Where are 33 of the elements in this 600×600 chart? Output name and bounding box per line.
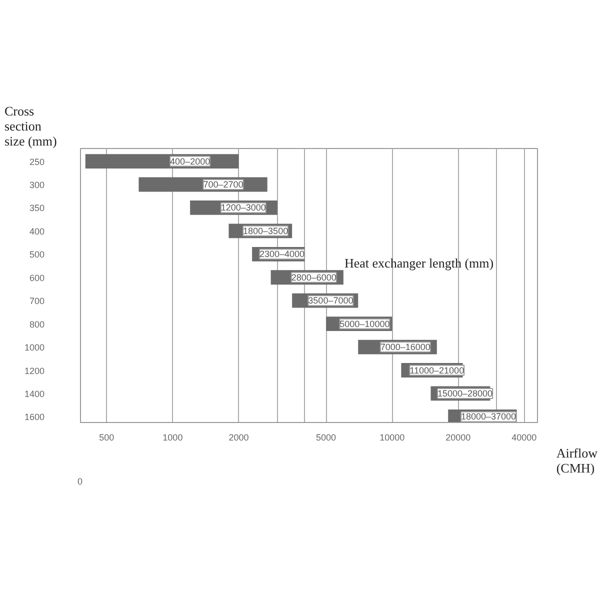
data-label: 3500–7000 [308,296,354,306]
data-label: 700–2700 [203,179,244,190]
y-tick-label: 300 [29,180,45,190]
y-tick-label: 400 [29,226,45,236]
data-label: 1800–3500 [243,226,288,236]
data-label: 5000–10000 [340,318,390,329]
x-tick-label: 1000 [162,432,183,442]
data-label: 1200–3000 [220,202,266,213]
x-tick-label: 2000 [228,432,249,442]
y-tick-label: 800 [29,319,45,330]
y-tick-label: 600 [29,272,45,283]
y-tick-label: 1600 [24,412,45,422]
y-tick-label: 700 [29,296,45,306]
data-label: 15000–28000 [438,388,493,398]
x-tick-label: 40000 [512,432,537,442]
text: 0 [78,476,83,486]
data-label: 7000–16000 [380,342,430,352]
y-tick-label: 500 [29,250,45,260]
data-label: 11000–21000 [410,365,464,376]
y-tick-label: 250 [29,156,45,167]
x-tick-label: 10000 [380,432,405,442]
x-tick-label: 5000 [316,432,336,442]
x-tick-label: 20000 [446,432,471,442]
data-label: 2800–6000 [291,272,336,282]
y-tick-label: 350 [29,203,45,214]
y-tick-label: 1000 [24,342,45,353]
x-tick-label: 500 [99,432,114,442]
y-tick-label: 1400 [24,388,45,399]
x-axis-title: Airflow (CMH) [556,446,598,476]
data-label: 2300–4000 [260,249,305,260]
y-axis-title: Cross section size (mm) [4,104,57,148]
annotation: Heat exchanger length (mm) [344,256,494,270]
y-tick-label: 1200 [24,366,45,376]
